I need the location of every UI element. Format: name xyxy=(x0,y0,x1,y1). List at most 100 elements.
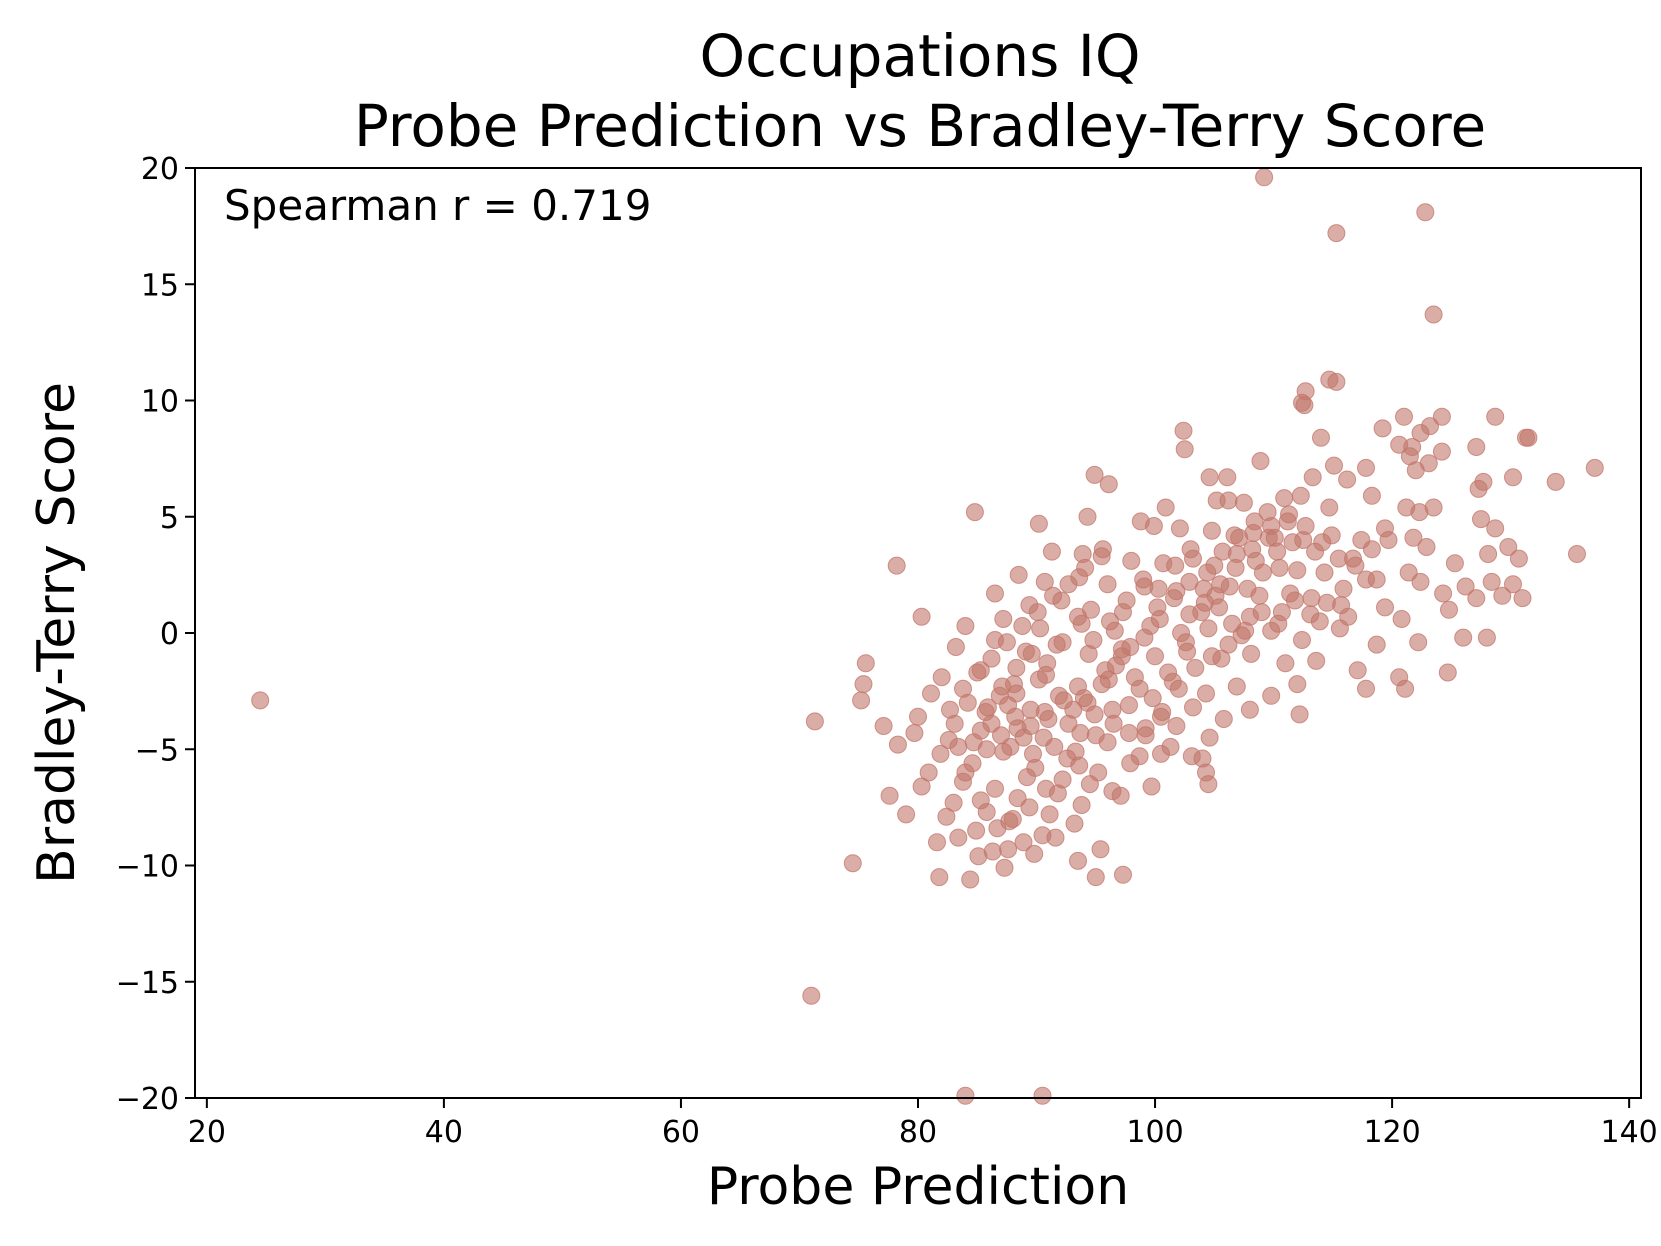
data-point xyxy=(1269,614,1288,633)
data-point xyxy=(1009,565,1028,584)
data-point xyxy=(967,821,986,840)
data-point xyxy=(994,610,1013,628)
data-point xyxy=(1142,777,1161,796)
data-point xyxy=(932,668,951,687)
data-point xyxy=(1410,503,1429,522)
data-point xyxy=(1007,658,1026,677)
data-point xyxy=(854,675,873,694)
data-point xyxy=(1008,789,1027,808)
data-point xyxy=(1120,696,1138,715)
data-point xyxy=(965,503,984,522)
data-point xyxy=(1276,654,1295,673)
data-point xyxy=(1003,810,1022,828)
data-point xyxy=(888,735,907,754)
data-point xyxy=(1025,844,1044,863)
data-point xyxy=(1219,491,1238,510)
data-point xyxy=(1467,438,1486,456)
data-point xyxy=(1069,851,1087,870)
data-point xyxy=(1136,719,1155,738)
data-point xyxy=(1092,675,1111,694)
data-point xyxy=(1493,586,1512,605)
data-point xyxy=(1091,840,1110,859)
x-tick-label: 100 xyxy=(1126,1115,1183,1150)
data-point xyxy=(1159,663,1178,682)
data-point xyxy=(1234,493,1253,512)
data-point xyxy=(1546,472,1565,491)
data-point xyxy=(1251,452,1270,470)
data-point xyxy=(1121,638,1140,656)
data-point xyxy=(1399,563,1418,582)
data-point xyxy=(954,679,972,698)
chart-title-line-2: Probe Prediction vs Bradley-Terry Score xyxy=(354,92,1486,160)
data-point xyxy=(1035,572,1054,591)
data-point xyxy=(1020,798,1039,817)
data-point xyxy=(802,986,821,1005)
data-point xyxy=(1278,512,1297,531)
data-point xyxy=(1150,610,1169,628)
data-point xyxy=(992,726,1010,745)
data-point xyxy=(1028,603,1047,622)
x-tick-label: 60 xyxy=(662,1115,700,1150)
data-point xyxy=(1098,575,1117,594)
data-point xyxy=(937,807,956,826)
data-point xyxy=(1053,770,1072,789)
data-point xyxy=(1499,538,1518,556)
data-point xyxy=(1376,598,1394,617)
data-point xyxy=(1149,579,1168,598)
x-tick-label: 40 xyxy=(425,1115,463,1150)
data-point xyxy=(1288,561,1307,580)
data-point xyxy=(1181,540,1200,559)
data-point xyxy=(1568,545,1586,563)
data-point xyxy=(1445,554,1464,573)
data-point xyxy=(1180,572,1199,591)
data-point xyxy=(1038,654,1057,673)
data-point xyxy=(874,717,893,735)
data-point xyxy=(1022,644,1041,663)
data-point xyxy=(1327,224,1346,243)
data-point xyxy=(1044,586,1063,605)
data-point xyxy=(1291,486,1310,505)
data-point xyxy=(1029,670,1048,689)
data-point xyxy=(1255,168,1274,187)
data-point xyxy=(1195,593,1214,612)
data-point xyxy=(1199,775,1218,794)
data-point xyxy=(1285,591,1304,610)
data-point xyxy=(1033,1086,1052,1105)
data-point xyxy=(1295,396,1314,415)
data-point xyxy=(1479,545,1498,563)
data-point xyxy=(971,791,990,810)
data-point xyxy=(1035,703,1054,721)
data-point xyxy=(1146,647,1164,666)
data-point xyxy=(1362,540,1381,559)
data-point xyxy=(887,556,906,575)
data-point xyxy=(1059,575,1078,594)
data-point xyxy=(1482,572,1501,591)
y-axis-label: Bradley-Terry Score xyxy=(27,382,87,884)
data-point xyxy=(880,786,899,805)
data-point xyxy=(949,737,968,756)
data-point xyxy=(944,793,963,812)
data-point xyxy=(1245,512,1264,531)
data-point xyxy=(1373,419,1392,438)
data-point xyxy=(1440,600,1458,619)
data-point xyxy=(1290,705,1309,724)
data-point xyxy=(1064,700,1083,719)
data-point xyxy=(1040,805,1059,824)
data-point xyxy=(1076,558,1095,577)
data-point xyxy=(1367,570,1386,589)
data-point xyxy=(1242,644,1261,663)
data-point xyxy=(1379,531,1398,549)
data-point xyxy=(1312,428,1330,447)
data-point xyxy=(897,805,916,824)
data-point xyxy=(1477,628,1496,647)
data-point xyxy=(1213,542,1232,561)
x-axis-ticks: 20 40 60 80 100 120 140 xyxy=(188,1098,1658,1150)
data-point xyxy=(1467,589,1486,608)
data-point xyxy=(1218,468,1237,487)
data-point xyxy=(1045,737,1064,756)
data-point xyxy=(1367,635,1386,654)
data-point xyxy=(1421,417,1439,436)
data-point xyxy=(1434,584,1453,603)
data-point xyxy=(969,847,988,866)
data-point xyxy=(1240,700,1259,719)
